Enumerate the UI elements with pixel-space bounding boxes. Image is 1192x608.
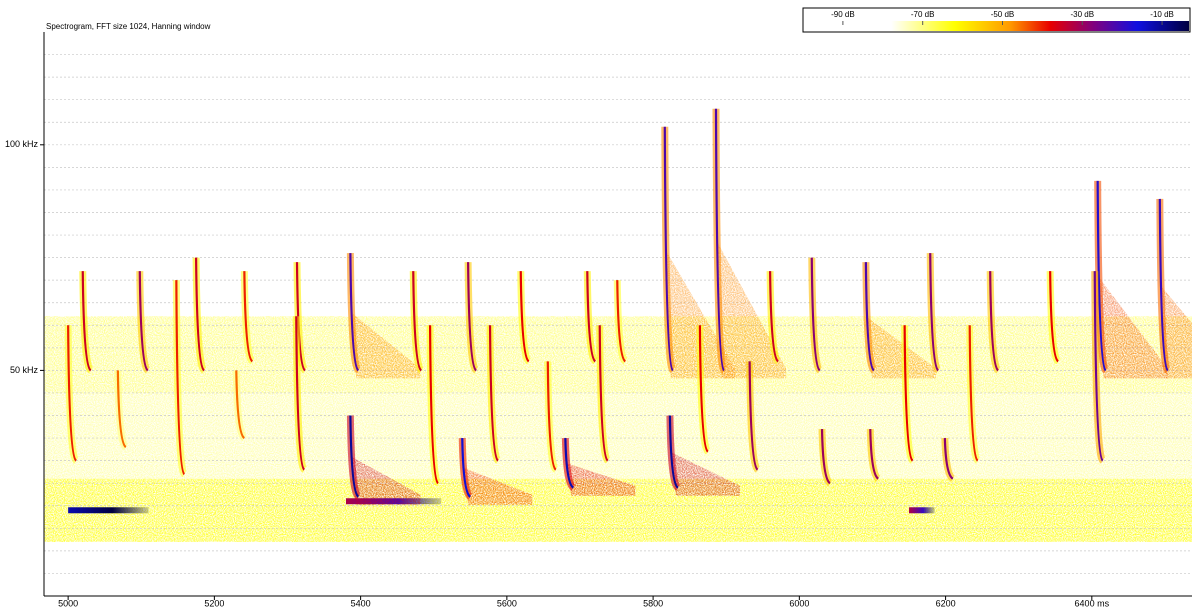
- call: [768, 271, 779, 363]
- call: [748, 361, 759, 471]
- y-tick-label: 50 kHz: [10, 365, 39, 375]
- colorbar-tick-label: -70 dB: [911, 10, 935, 19]
- x-tick-label: 5000: [58, 598, 78, 608]
- call: [67, 325, 78, 462]
- call: [869, 429, 880, 480]
- call: [488, 325, 499, 462]
- call-echo: [1159, 284, 1192, 379]
- colorbar-tick-label: -30 dB: [1070, 10, 1094, 19]
- social-call: [68, 507, 149, 514]
- noise-band: [44, 392, 1192, 479]
- call: [820, 429, 831, 485]
- call: [1093, 271, 1104, 462]
- call: [616, 280, 627, 363]
- x-tick-label: 5600: [497, 598, 517, 608]
- call: [116, 370, 127, 449]
- call: [564, 438, 575, 489]
- call-echo: [715, 239, 786, 379]
- call: [295, 316, 306, 471]
- colorbar-tick-label: -50 dB: [991, 10, 1015, 19]
- call: [714, 108, 725, 372]
- call: [349, 415, 360, 498]
- colorbar-tick-label: -90 dB: [831, 10, 855, 19]
- call: [1096, 180, 1107, 372]
- call-echo: [669, 451, 740, 496]
- call: [989, 271, 1000, 372]
- call: [943, 438, 954, 480]
- chart-title: Spectrogram, FFT size 1024, Hanning wind…: [46, 22, 211, 31]
- x-tick-label: 6200: [936, 598, 956, 608]
- call-echo: [1097, 275, 1168, 379]
- call: [428, 325, 439, 485]
- call: [81, 271, 92, 372]
- call: [243, 271, 254, 363]
- call: [903, 325, 914, 462]
- call-echo: [462, 467, 533, 505]
- x-tick-label: 5400: [351, 598, 371, 608]
- call-echo: [865, 316, 936, 379]
- x-tick-label: 6400 ms: [1075, 598, 1110, 608]
- x-tick-label: 5800: [643, 598, 663, 608]
- call: [461, 438, 472, 498]
- call: [349, 253, 360, 372]
- call: [546, 361, 557, 471]
- call: [467, 262, 477, 372]
- call: [586, 271, 597, 363]
- call-echo: [565, 462, 636, 496]
- call-echo: [350, 456, 421, 505]
- call: [663, 126, 674, 372]
- call: [138, 271, 149, 372]
- call: [519, 271, 530, 363]
- call: [194, 257, 205, 372]
- call: [929, 253, 940, 372]
- call: [864, 262, 875, 372]
- call: [235, 370, 246, 440]
- colorbar-tick-label: -10 dB: [1150, 10, 1174, 19]
- call: [175, 280, 186, 476]
- x-tick-label: 6000: [789, 598, 809, 608]
- call: [668, 415, 679, 489]
- call-echo: [350, 311, 421, 379]
- call: [1158, 198, 1169, 372]
- y-tick-label: 100 kHz: [5, 139, 39, 149]
- call: [968, 325, 979, 462]
- call: [1049, 271, 1059, 363]
- call: [412, 271, 423, 372]
- call: [598, 325, 609, 462]
- colorbar: [804, 21, 1189, 31]
- noise-band: [44, 32, 1192, 317]
- social-call: [909, 507, 935, 514]
- x-tick-label: 5200: [204, 598, 224, 608]
- call: [810, 257, 821, 372]
- call: [698, 325, 709, 453]
